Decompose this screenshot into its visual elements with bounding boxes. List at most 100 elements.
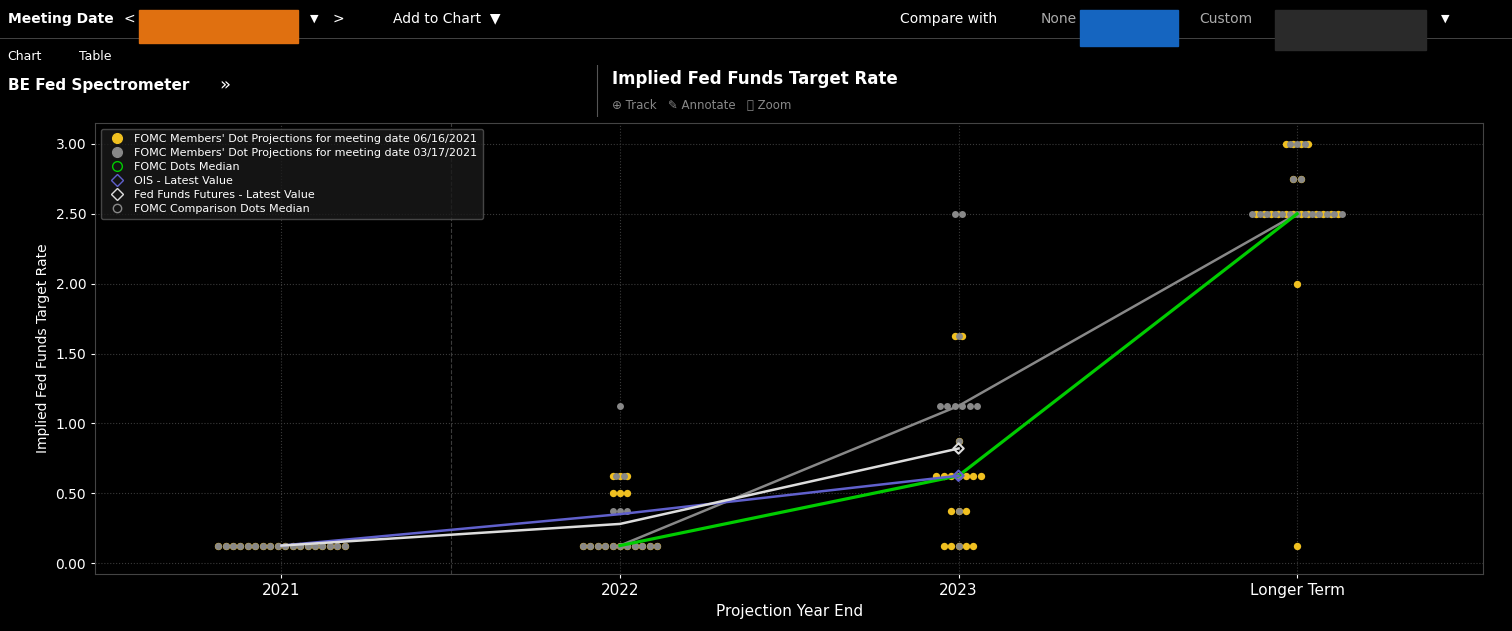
- Point: [608, 505, 632, 516]
- Point: [287, 541, 311, 551]
- Point: [570, 541, 594, 551]
- Point: [266, 541, 290, 551]
- Point: [638, 541, 662, 551]
- Point: [302, 541, 327, 551]
- Text: ▼: ▼: [1441, 13, 1450, 23]
- Point: [1263, 209, 1287, 219]
- Point: [638, 541, 662, 551]
- Point: [1318, 209, 1343, 219]
- Point: [1311, 209, 1335, 219]
- Point: [1240, 209, 1264, 219]
- Point: [1281, 174, 1305, 184]
- Point: [1252, 209, 1276, 219]
- Point: [585, 541, 609, 551]
- Point: [295, 541, 319, 551]
- Point: [600, 488, 624, 498]
- Point: [281, 541, 305, 551]
- Point: [1270, 209, 1294, 219]
- Point: [213, 541, 237, 551]
- Point: [1278, 139, 1302, 149]
- Point: [931, 541, 956, 551]
- Point: [608, 471, 632, 481]
- Point: [1296, 139, 1320, 149]
- Point: [228, 541, 253, 551]
- Point: [236, 541, 260, 551]
- Point: [1285, 279, 1309, 289]
- Point: [1315, 209, 1340, 219]
- Point: [947, 436, 971, 446]
- Point: [310, 541, 334, 551]
- Point: [318, 541, 342, 551]
- Text: 03/17/2021: 03/17/2021: [1311, 11, 1390, 25]
- Point: [1281, 174, 1305, 184]
- Text: Implied Fed Funds Target Rate: Implied Fed Funds Target Rate: [612, 71, 898, 88]
- Point: [608, 541, 632, 551]
- Point: [1278, 209, 1302, 219]
- Point: [646, 541, 670, 551]
- Point: [957, 401, 981, 411]
- Point: [965, 401, 989, 411]
- Text: Previous: Previous: [1095, 11, 1161, 25]
- Point: [947, 436, 971, 446]
- Point: [924, 471, 948, 481]
- Point: [221, 541, 245, 551]
- Point: [1300, 209, 1325, 219]
- Point: [931, 471, 956, 481]
- Point: [608, 541, 632, 551]
- Point: [274, 541, 298, 551]
- Point: [612, 471, 637, 481]
- Point: [947, 444, 971, 454]
- Point: [213, 541, 237, 551]
- Point: [570, 541, 594, 551]
- Text: BE Fed Spectrometer: BE Fed Spectrometer: [8, 78, 189, 93]
- Point: [600, 541, 624, 551]
- Point: [947, 471, 971, 481]
- Point: [318, 541, 342, 551]
- Point: [206, 541, 230, 551]
- Point: [947, 505, 971, 516]
- Point: [221, 541, 245, 551]
- Point: [939, 505, 963, 516]
- Point: [631, 541, 655, 551]
- Point: [962, 471, 986, 481]
- Text: ⊕ Track   ✎ Annotate   🔍 Zoom: ⊕ Track ✎ Annotate 🔍 Zoom: [612, 99, 792, 112]
- Point: [593, 541, 617, 551]
- Point: [1288, 174, 1312, 184]
- Text: Meeting Date: Meeting Date: [8, 11, 113, 25]
- Point: [954, 471, 978, 481]
- Point: [939, 471, 963, 481]
- Point: [1285, 209, 1309, 219]
- Point: [1303, 209, 1328, 219]
- Bar: [139, 10, 298, 43]
- Point: [600, 505, 624, 516]
- Point: [1255, 209, 1279, 219]
- Point: [274, 541, 298, 551]
- Point: [947, 541, 971, 551]
- Point: [615, 471, 640, 481]
- Point: [1288, 174, 1312, 184]
- Point: [1285, 139, 1309, 149]
- Point: [947, 541, 971, 551]
- Point: [325, 541, 349, 551]
- Point: [1247, 209, 1272, 219]
- Point: [950, 331, 974, 341]
- Point: [950, 209, 974, 219]
- Point: [942, 209, 966, 219]
- Point: [969, 471, 993, 481]
- Point: [608, 401, 632, 411]
- Point: [631, 541, 655, 551]
- Point: [1288, 209, 1312, 219]
- Point: [1273, 139, 1297, 149]
- Bar: [1080, 10, 1178, 47]
- Point: [942, 401, 966, 411]
- Point: [585, 541, 609, 551]
- Point: [1273, 209, 1297, 219]
- Point: [578, 541, 602, 551]
- Point: [646, 541, 670, 551]
- Point: [333, 541, 357, 551]
- Point: [228, 541, 253, 551]
- Text: None: None: [1040, 11, 1077, 25]
- Point: [259, 541, 283, 551]
- Point: [623, 541, 647, 551]
- Point: [259, 541, 283, 551]
